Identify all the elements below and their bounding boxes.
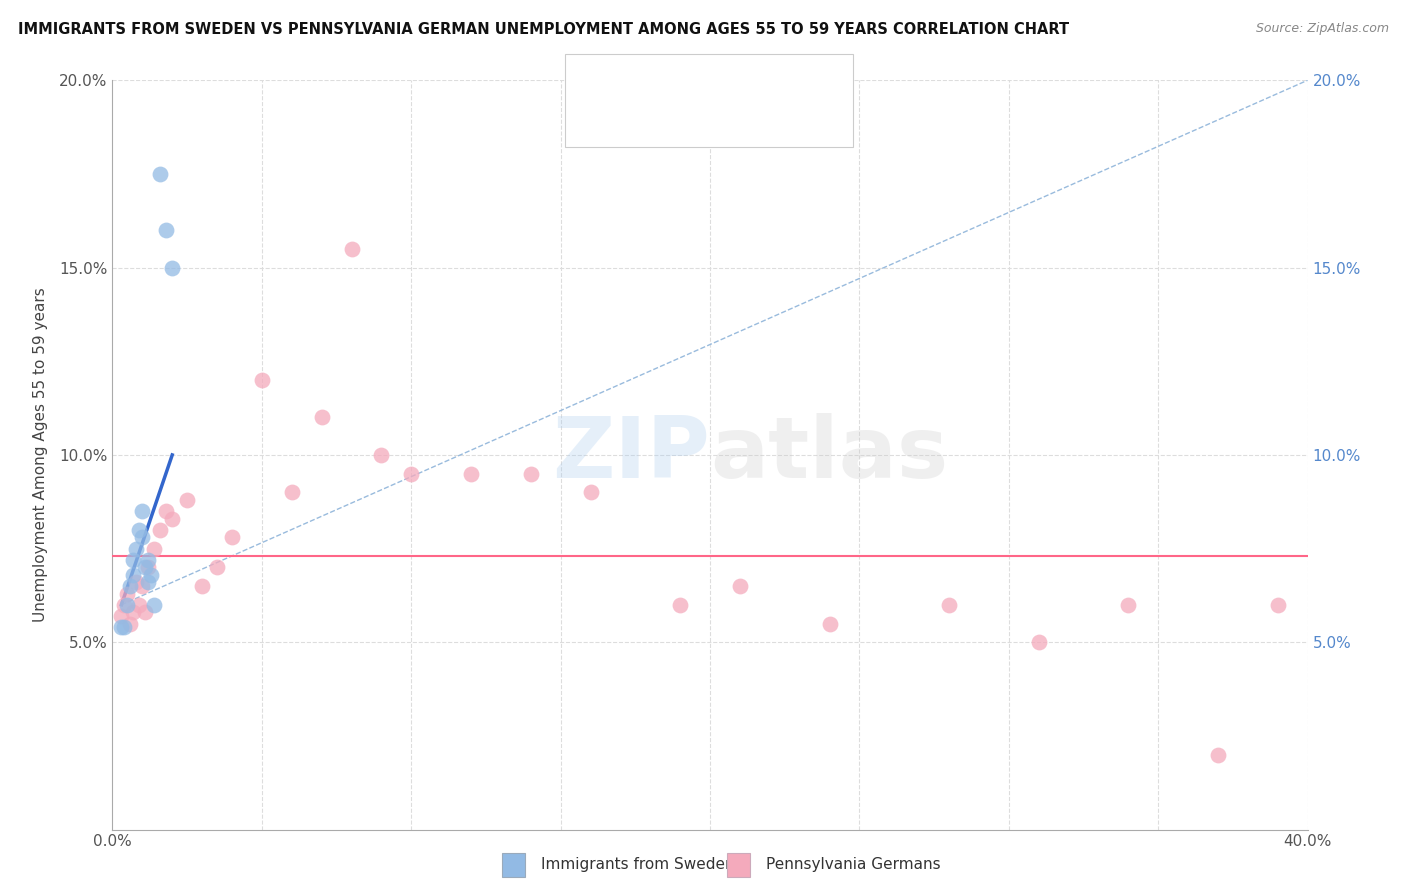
Point xyxy=(155,504,177,518)
Point xyxy=(134,560,156,574)
Point xyxy=(122,605,145,619)
Point xyxy=(141,567,163,582)
Point xyxy=(138,575,160,590)
Point xyxy=(149,523,172,537)
Point xyxy=(120,616,142,631)
Text: R =  0.321   N = 18: R = 0.321 N = 18 xyxy=(626,69,801,87)
Point xyxy=(1267,598,1289,612)
Text: R = 0.005   N = 35: R = 0.005 N = 35 xyxy=(626,106,796,124)
Point xyxy=(728,579,751,593)
Point xyxy=(120,579,142,593)
Text: ZIP: ZIP xyxy=(553,413,710,497)
Point xyxy=(134,605,156,619)
Point xyxy=(131,579,153,593)
Point xyxy=(250,373,273,387)
Point xyxy=(520,467,543,481)
Point xyxy=(149,167,172,181)
Point xyxy=(205,560,228,574)
Text: Immigrants from Sweden: Immigrants from Sweden xyxy=(541,857,735,872)
Point xyxy=(176,492,198,507)
Point xyxy=(401,467,423,481)
Point xyxy=(311,410,333,425)
Text: Pennsylvania Germans: Pennsylvania Germans xyxy=(766,857,941,872)
Point xyxy=(460,467,482,481)
Point xyxy=(370,448,392,462)
Point xyxy=(1206,747,1229,762)
Point xyxy=(281,485,304,500)
Text: atlas: atlas xyxy=(710,413,948,497)
Point xyxy=(117,586,139,600)
Point xyxy=(162,511,183,525)
Y-axis label: Unemployment Among Ages 55 to 59 years: Unemployment Among Ages 55 to 59 years xyxy=(34,287,48,623)
Point xyxy=(143,541,166,556)
Point xyxy=(162,260,183,275)
Point xyxy=(117,598,139,612)
Point xyxy=(125,575,148,590)
Point xyxy=(114,620,135,634)
Point xyxy=(114,598,135,612)
Point xyxy=(110,620,132,634)
Point xyxy=(340,242,363,256)
Point xyxy=(131,530,153,544)
Point xyxy=(221,530,243,544)
Point xyxy=(125,541,148,556)
Text: Source: ZipAtlas.com: Source: ZipAtlas.com xyxy=(1256,22,1389,36)
Point xyxy=(1028,635,1050,649)
Point xyxy=(818,616,841,631)
Point xyxy=(110,609,132,624)
Point xyxy=(138,560,160,574)
Point xyxy=(155,223,177,237)
Point xyxy=(122,567,145,582)
Point xyxy=(122,553,145,567)
Point xyxy=(579,485,602,500)
Point xyxy=(128,523,150,537)
Point xyxy=(138,553,160,567)
Point xyxy=(131,504,153,518)
Point xyxy=(128,598,150,612)
Point xyxy=(938,598,960,612)
Text: IMMIGRANTS FROM SWEDEN VS PENNSYLVANIA GERMAN UNEMPLOYMENT AMONG AGES 55 TO 59 Y: IMMIGRANTS FROM SWEDEN VS PENNSYLVANIA G… xyxy=(18,22,1070,37)
Point xyxy=(191,579,214,593)
Point xyxy=(669,598,692,612)
Point xyxy=(143,598,166,612)
Point xyxy=(1118,598,1140,612)
